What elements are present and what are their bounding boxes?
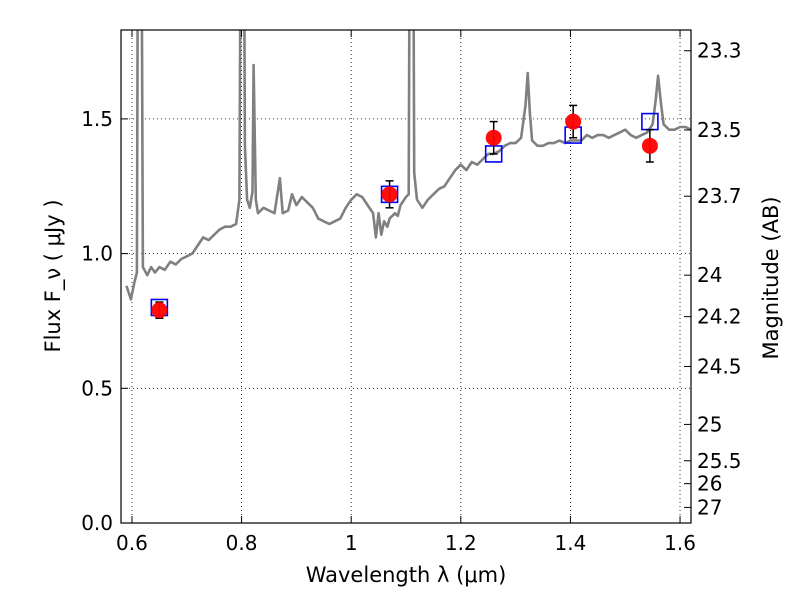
right-tick-label: 27 [697, 495, 722, 519]
x-axis-label: Wavelength λ (μm) [306, 563, 507, 587]
y-tick-label: 1.0 [81, 242, 113, 266]
y-axis-label-right: Magnitude (AB) [759, 196, 783, 359]
right-tick-label: 23.3 [697, 39, 742, 63]
x-tick-label: 0.6 [116, 531, 148, 555]
observed-flux-point [565, 113, 582, 130]
spectrum-line [125, 30, 691, 301]
grid [121, 30, 691, 524]
observed-flux-point [151, 302, 168, 319]
x-tick-label: 1.4 [555, 531, 587, 555]
plot-area [125, 30, 691, 320]
right-tick-label: 24.2 [697, 305, 742, 329]
y-tick-label: 1.5 [81, 107, 113, 131]
right-tick-label: 26 [697, 472, 722, 496]
right-tick-label: 23.5 [697, 118, 742, 142]
axis-ticks: 0.6 0.8 1 1.2 1.4 1.6 0.0 0.5 1.0 1.5 23.3 23.5 23.7… [81, 30, 742, 555]
observed-flux-point [641, 137, 658, 154]
x-tick-label: 0.8 [226, 531, 258, 555]
y-axis-label-left: Flux F_ν ( μJy ) [41, 199, 66, 352]
x-tick-label: 1.2 [445, 531, 477, 555]
axes-frame [120, 29, 692, 524]
y-tick-label: 0.5 [81, 376, 113, 400]
x-tick-label: 1 [345, 531, 358, 555]
right-tick-label: 25 [697, 412, 722, 436]
right-tick-label: 24.5 [697, 354, 742, 378]
observed-flux-point [485, 129, 502, 146]
y-tick-label: 0.0 [81, 511, 113, 535]
right-tick-label: 24 [697, 263, 722, 287]
x-tick-label: 1.6 [664, 531, 696, 555]
right-tick-label: 23.7 [697, 184, 742, 208]
right-tick-label: 25.5 [697, 449, 742, 473]
observed-flux-point [381, 186, 398, 203]
